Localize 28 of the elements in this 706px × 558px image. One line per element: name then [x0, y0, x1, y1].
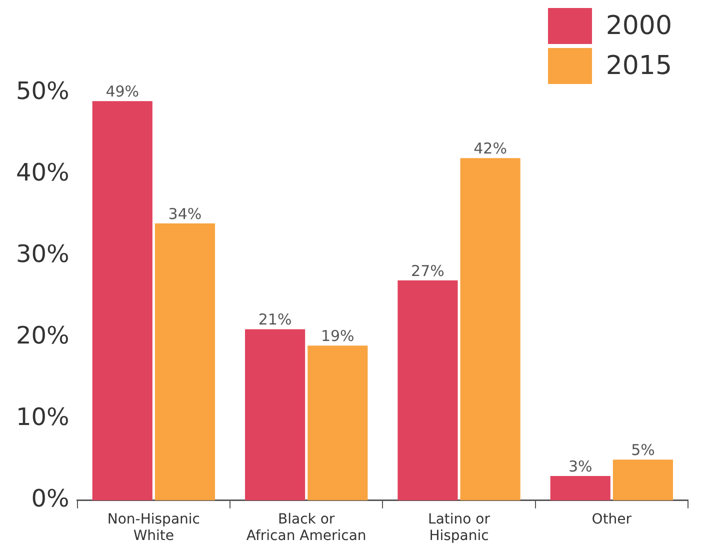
- bar: [460, 158, 520, 500]
- y-tick-label: 30%: [16, 240, 70, 268]
- data-label: 34%: [168, 204, 202, 223]
- bar: [92, 101, 152, 500]
- bar: [398, 280, 458, 500]
- y-tick-label: 10%: [16, 403, 70, 432]
- y-tick-label: 50%: [16, 77, 70, 106]
- y-tick-label: 40%: [16, 158, 70, 187]
- x-tick-label: Other: [592, 511, 632, 528]
- data-label: 5%: [631, 441, 655, 460]
- x-tick-label: Black or African American: [246, 511, 366, 544]
- bar: [550, 476, 610, 500]
- legend-label: 2000: [606, 11, 672, 41]
- data-label: 3%: [568, 457, 592, 476]
- data-label: 42%: [474, 140, 507, 158]
- bar: [245, 329, 306, 500]
- bar: [154, 223, 216, 500]
- bar: [308, 346, 368, 500]
- bar: [612, 460, 674, 500]
- y-tick-label: 0%: [31, 484, 70, 513]
- data-label: 21%: [258, 310, 292, 329]
- data-label: 49%: [106, 82, 140, 101]
- x-tick-label: Latino or Hispanic: [428, 511, 490, 544]
- data-label: 27%: [411, 262, 444, 280]
- x-tick-label: Non-Hispanic White: [107, 511, 200, 544]
- data-label: 19%: [320, 326, 354, 345]
- legend-label: 2015: [606, 51, 672, 81]
- y-tick-label: 20%: [16, 322, 70, 350]
